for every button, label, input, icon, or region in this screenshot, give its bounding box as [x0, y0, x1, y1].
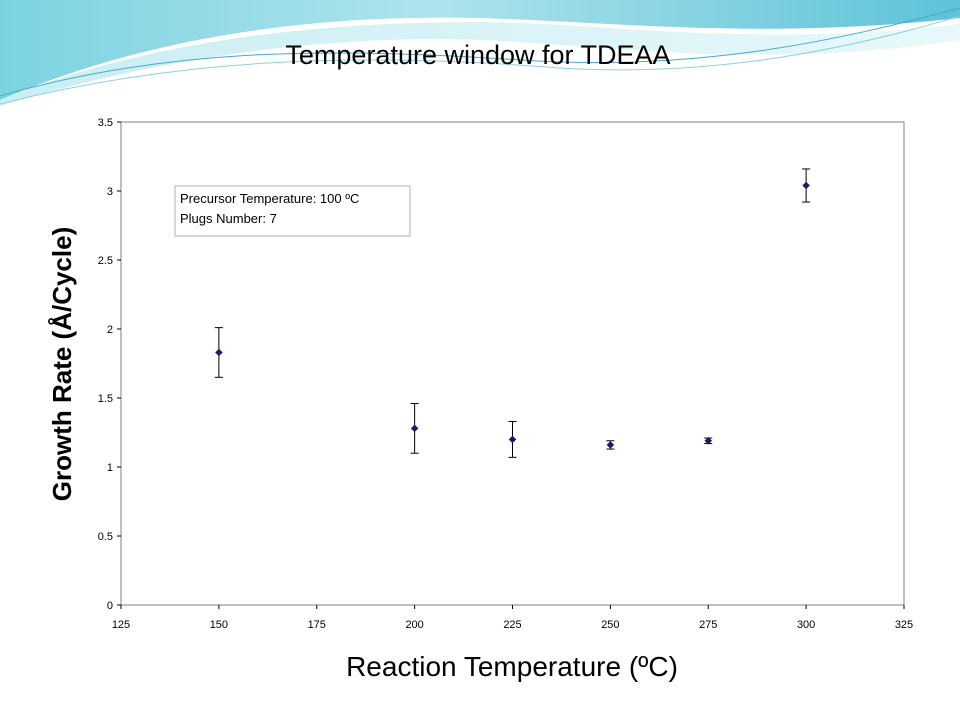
y-tick-label: 0.5	[98, 531, 113, 543]
x-tick-label: 175	[308, 619, 326, 631]
y-tick-label: 3.5	[98, 117, 113, 129]
annotation-line-1: Precursor Temperature: 100 ºC	[180, 191, 359, 206]
x-tick-label: 125	[112, 619, 130, 631]
x-tick-label: 250	[601, 619, 619, 631]
data-point	[215, 348, 223, 357]
annotation-line-2: Plugs Number: 7	[180, 211, 277, 226]
x-axis: 125 150 175 200 225 250 275 300 325	[112, 605, 913, 631]
x-axis-title: Reaction Temperature (ºC)	[346, 651, 678, 682]
y-tick-label: 1.5	[98, 393, 113, 405]
data-points	[215, 181, 810, 449]
y-axis: 0 0.5 1 1.5 2 2.5 3 3.5	[98, 117, 121, 612]
annotation-box: Precursor Temperature: 100 ºC Plugs Numb…	[174, 185, 411, 237]
y-tick-label: 2.5	[98, 255, 113, 267]
data-point	[410, 424, 419, 433]
data-point	[802, 181, 810, 190]
x-tick-label: 200	[405, 619, 423, 631]
x-tick-label: 300	[797, 619, 815, 631]
y-tick-label: 2	[107, 324, 113, 336]
x-tick-label: 225	[503, 619, 521, 631]
page-title: Temperature window for TDEAA	[285, 40, 671, 70]
y-tick-label: 1	[107, 462, 113, 474]
data-point	[606, 441, 615, 449]
x-tick-label: 325	[895, 619, 913, 631]
x-tick-label: 275	[699, 619, 717, 631]
y-axis-title: Growth Rate (Å/Cycle)	[47, 227, 77, 502]
error-bars	[214, 168, 811, 458]
y-tick-label: 0	[107, 600, 113, 612]
data-point	[704, 436, 713, 445]
data-point	[508, 435, 517, 444]
y-tick-label: 3	[107, 186, 113, 198]
x-tick-label: 150	[210, 619, 228, 631]
